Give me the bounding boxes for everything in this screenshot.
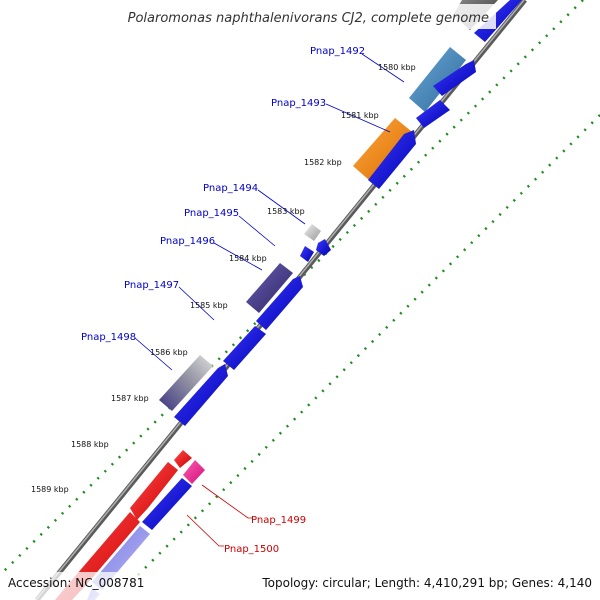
gene-arrow-pnap-1493 [353,118,411,180]
kbp-label: 1584 kbp [229,254,267,263]
kbp-label: 1587 kbp [111,394,149,403]
gene-name-labels: Pnap_1492 Pnap_1493 Pnap_1494 Pnap_1495 … [81,46,365,555]
gene-arrow-blue-1 [474,0,522,42]
gene-label-pnap-1498[interactable]: Pnap_1498 [81,332,136,343]
gene-label-pnap-1493[interactable]: Pnap_1493 [271,98,326,109]
kbp-label: 1582 kbp [304,158,342,167]
gene-arrow-red-large [130,462,178,520]
gene-arrow-blue-7 [256,276,303,330]
gene-arrow-pnap-1492 [409,47,466,112]
page-title: Polaromonas naphthalenivorans CJ2, compl… [128,11,489,26]
leader-pnap-1495 [238,215,276,247]
kbp-label: 1583 kbp [267,207,305,216]
leader-pnap-1494 [257,189,306,225]
gene-arrow-blue-6 [300,246,314,262]
kbp-label: 1586 kbp [150,348,188,357]
kbp-label: 1589 kbp [31,485,69,494]
leader-pnap-1496 [213,242,263,271]
footer-backdrop [0,572,600,600]
gene-arrow-pnap-1498 [159,355,213,411]
kbp-label: 1580 kbp [378,63,416,72]
leader-pnap-1500 [186,514,224,547]
gene-arrow-blue-8 [223,326,266,370]
leader-pnap-1497 [178,286,215,321]
gene-arrow-pnap-1500 [142,478,192,530]
leader-pnap-1499 [201,484,252,519]
gene-arrow-blue-5 [316,239,331,256]
gene-label-pnap-1497[interactable]: Pnap_1497 [124,280,179,291]
gene-arrow-pnap-1499 [183,460,205,484]
forward-strand-genes [159,0,498,411]
gene-arrow-red-small [174,450,192,468]
kbp-label: 1585 kbp [190,301,228,310]
gene-label-pnap-1492[interactable]: Pnap_1492 [310,46,365,57]
gene-label-pnap-1496[interactable]: Pnap_1496 [160,236,215,247]
label-leaders [134,53,405,371]
inner-tick-dots [127,114,600,586]
reverse-label-leaders [186,484,252,547]
genome-summary-text: Topology: circular; Length: 4,410,291 bp… [261,576,592,590]
kbp-tick-labels: 1580 kbp 1581 kbp 1582 kbp 1583 kbp 1584… [31,63,416,494]
gene-arrow-blue-3 [416,100,450,128]
kbp-label: 1588 kbp [71,440,109,449]
gene-label-pnap-1499[interactable]: Pnap_1499 [251,515,306,526]
gene-label-pnap-1494[interactable]: Pnap_1494 [203,183,258,194]
gene-label-pnap-1495[interactable]: Pnap_1495 [184,208,239,219]
gene-arrow-pnap-1494 [304,224,321,241]
gene-arrow-blue-4 [368,130,416,189]
leader-pnap-1493 [325,103,391,133]
gene-arrow-pnap-1496 [246,263,293,313]
leader-pnap-1498 [134,337,173,371]
gene-arrow-blue-2 [433,60,476,96]
gene-label-pnap-1500[interactable]: Pnap_1500 [224,544,279,555]
title-backdrop [102,4,496,29]
gene-arrow-blue-9 [174,364,228,426]
accession-text: Accession: NC_008781 [8,576,144,590]
leader-pnap-1492 [361,53,405,83]
inner-blue-genes [174,0,522,426]
kbp-label: 1581 kbp [341,111,379,120]
